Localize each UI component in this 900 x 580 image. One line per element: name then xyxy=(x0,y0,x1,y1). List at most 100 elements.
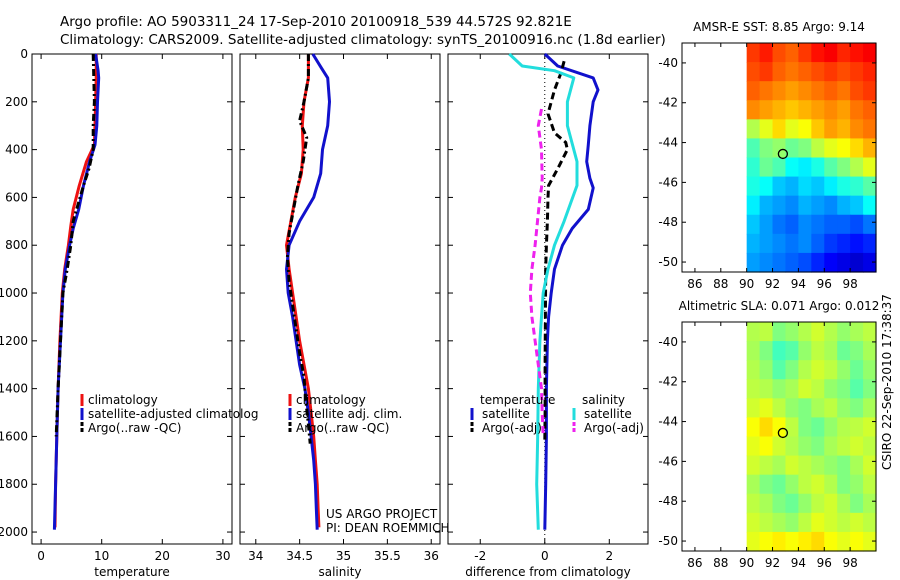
heatmap-cell xyxy=(863,100,877,120)
heatmap-cell xyxy=(772,119,787,140)
legend-label: Argo(-adj) xyxy=(482,421,542,435)
heatmap-cell xyxy=(772,531,787,552)
heatmap-cell xyxy=(772,138,787,159)
x-tick-label: 0 xyxy=(541,549,549,563)
float-position-marker xyxy=(777,148,789,160)
heatmap-cell xyxy=(837,493,851,514)
y-tick-label: 2000 xyxy=(0,525,28,539)
heatmap-cell xyxy=(850,43,864,63)
heatmap-cell xyxy=(863,214,877,235)
heatmap-cell xyxy=(811,512,825,533)
heatmap-cell xyxy=(798,119,812,140)
heatmap-cell xyxy=(837,195,851,216)
heatmap-cell xyxy=(772,417,787,438)
heatmap-cell xyxy=(759,81,774,101)
heatmap-cell xyxy=(798,252,812,273)
heatmap-cell xyxy=(772,341,787,361)
heatmap-cell xyxy=(798,341,812,361)
legend-label: satellite adj. clim. xyxy=(296,407,402,421)
heatmap-cell xyxy=(850,252,864,273)
heatmap-cell xyxy=(746,455,761,476)
heatmap-cell xyxy=(837,379,851,399)
heatmap-cell xyxy=(759,176,774,197)
heatmap-cell xyxy=(785,360,799,380)
heatmap-cell xyxy=(772,493,787,514)
y-tick-label: -50 xyxy=(658,255,678,269)
legend-label: Argo(-adj) xyxy=(584,421,644,435)
heatmap-cell xyxy=(759,417,774,438)
x-tick-label: 98 xyxy=(842,277,857,291)
heatmap-cell xyxy=(798,512,812,533)
heatmap-cell xyxy=(863,398,877,419)
heatmap-cell xyxy=(798,531,812,552)
heatmap-cell xyxy=(850,341,864,361)
heatmap-cell xyxy=(746,100,761,120)
heatmap-cell xyxy=(824,119,838,140)
heatmap-cell xyxy=(837,233,851,254)
heatmap-cell xyxy=(785,81,799,101)
heatmap-cell xyxy=(824,512,838,533)
heatmap-cell xyxy=(824,195,838,216)
legend-label: satellite xyxy=(584,407,632,421)
heatmap-cell xyxy=(785,157,799,178)
y-tick-label: -44 xyxy=(658,136,678,150)
heatmap-cell xyxy=(785,417,799,438)
heatmap-cell xyxy=(746,493,761,514)
heatmap-cell xyxy=(798,436,812,457)
y-tick-label: 1800 xyxy=(0,477,28,491)
heatmap-cell xyxy=(863,233,877,254)
heatmap-cell xyxy=(837,512,851,533)
heatmap-cell xyxy=(811,398,825,419)
heatmap-cell xyxy=(863,455,877,476)
legend-label: satellite-adjusted climatolog xyxy=(88,407,258,421)
header-line-2: Climatology: CARS2009. Satellite-adjuste… xyxy=(60,32,666,48)
heatmap-cell xyxy=(863,62,877,82)
heatmap-cell xyxy=(772,100,787,120)
heatmap-cell xyxy=(837,214,851,235)
heatmap-cell xyxy=(850,100,864,120)
heatmap-cell xyxy=(759,512,774,533)
x-tick-label: 96 xyxy=(817,556,832,570)
heatmap-cell xyxy=(850,233,864,254)
x-tick-label: 88 xyxy=(713,556,728,570)
heatmap-cell xyxy=(850,455,864,476)
y-tick-label: -46 xyxy=(658,454,678,468)
heatmap-cell xyxy=(824,100,838,120)
heatmap-cell xyxy=(798,100,812,120)
heatmap-cell xyxy=(824,417,838,438)
heatmap-cell xyxy=(811,119,825,140)
y-tick-label: -46 xyxy=(658,175,678,189)
heatmap-cell xyxy=(837,176,851,197)
heatmap-cell xyxy=(785,43,799,63)
heatmap-cell xyxy=(798,138,812,159)
legend-label: climatology xyxy=(88,393,158,407)
heatmap-cell xyxy=(863,360,877,380)
header-line-1: Argo profile: AO 5903311_24 17-Sep-2010 … xyxy=(60,14,572,30)
map-sst_map: AMSR-E SST: 8.85 Argo: 9.14 86 88 90 92 94 96 9… xyxy=(658,20,877,291)
heatmap-cell xyxy=(798,493,812,514)
x-tick-label: 86 xyxy=(687,277,702,291)
legend-title: salinity xyxy=(582,393,625,407)
heatmap-cell xyxy=(759,474,774,495)
series-line xyxy=(543,60,569,444)
heatmap-cell xyxy=(850,195,864,216)
side-label: CSIRO 22-Sep-2010 17:38:37 xyxy=(880,294,894,470)
heatmap-cell xyxy=(837,43,851,63)
y-tick-label: -40 xyxy=(658,56,678,70)
heatmap-cell xyxy=(811,62,825,82)
heatmap-cell xyxy=(759,100,774,120)
heatmap-cell xyxy=(837,157,851,178)
heatmap-cell xyxy=(837,398,851,419)
heatmap-cell xyxy=(863,43,877,63)
heatmap-cell xyxy=(824,474,838,495)
heatmap-cell xyxy=(837,417,851,438)
y-tick-label: 1200 xyxy=(0,334,28,348)
heatmap-cell xyxy=(746,157,761,178)
x-tick-label: 94 xyxy=(791,556,806,570)
heatmap-cell xyxy=(772,436,787,457)
heatmap-cell xyxy=(772,512,787,533)
panel-temperature: 0 10 20 30 0 200 400 600 800 1000 1200 1400 1600 1800… xyxy=(0,47,258,579)
heatmap-cell xyxy=(798,157,812,178)
x-axis-label: temperature xyxy=(94,565,169,579)
x-tick-label: 92 xyxy=(765,277,780,291)
